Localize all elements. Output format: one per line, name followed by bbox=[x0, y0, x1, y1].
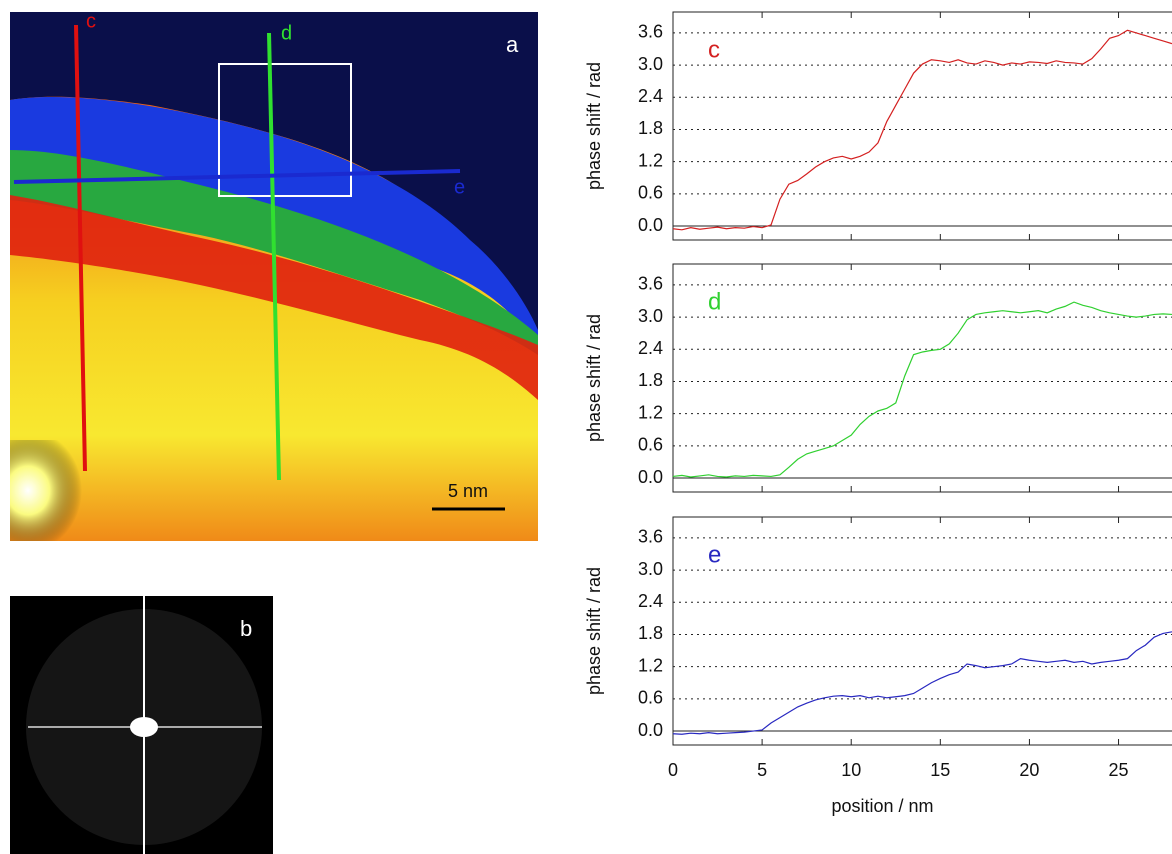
fft-image bbox=[10, 596, 273, 854]
panel-label: b bbox=[240, 616, 252, 641]
y-tick-label: 2.4 bbox=[638, 338, 663, 358]
y-tick-label: 3.0 bbox=[638, 559, 663, 579]
y-tick-label: 0.6 bbox=[638, 183, 663, 203]
scale-bar-label: 5 nm bbox=[448, 481, 488, 501]
y-tick-label: 3.6 bbox=[638, 22, 663, 42]
panel-label: a bbox=[506, 32, 519, 57]
y-tick-label: 1.8 bbox=[638, 118, 663, 138]
y-tick-label: 2.4 bbox=[638, 591, 663, 611]
y-tick-label: 1.8 bbox=[638, 370, 663, 390]
y-tick-label: 3.0 bbox=[638, 306, 663, 326]
y-axis-label: phase shift / rad bbox=[584, 314, 604, 442]
x-tick-label: 10 bbox=[841, 760, 861, 780]
data-line bbox=[672, 301, 1172, 478]
y-tick-label: 0.0 bbox=[638, 215, 663, 235]
y-tick-label: 1.2 bbox=[638, 402, 663, 422]
panel-label: d bbox=[708, 288, 721, 315]
y-tick-label: 0.6 bbox=[638, 688, 663, 708]
y-tick-label: 3.0 bbox=[638, 54, 663, 74]
y-tick-label: 1.8 bbox=[638, 623, 663, 643]
x-axis-label: position / nm bbox=[831, 796, 933, 816]
y-tick-label: 0.0 bbox=[638, 467, 663, 487]
y-tick-label: 1.2 bbox=[638, 655, 663, 675]
plot-frame bbox=[672, 516, 1172, 746]
y-tick-label: 1.2 bbox=[638, 150, 663, 170]
y-axis-label: phase shift / rad bbox=[584, 62, 604, 190]
line-label: e bbox=[454, 176, 465, 198]
panel-label: e bbox=[708, 541, 721, 568]
y-tick-label: 0.6 bbox=[638, 435, 663, 455]
x-tick-label: 0 bbox=[668, 760, 678, 780]
y-tick-label: 0.0 bbox=[638, 720, 663, 740]
y-tick-label: 2.4 bbox=[638, 86, 663, 106]
data-line bbox=[672, 29, 1172, 231]
panel-label: c bbox=[708, 36, 720, 63]
y-tick-label: 3.6 bbox=[638, 274, 663, 294]
plot-frame bbox=[672, 263, 1172, 493]
y-axis-label: phase shift / rad bbox=[584, 567, 604, 695]
line-label: c bbox=[86, 10, 96, 32]
x-tick-label: 25 bbox=[1109, 760, 1129, 780]
x-tick-label: 15 bbox=[930, 760, 950, 780]
data-line bbox=[672, 631, 1172, 735]
phase-image bbox=[10, 12, 538, 541]
plot-frame bbox=[672, 11, 1172, 241]
x-tick-label: 5 bbox=[757, 760, 767, 780]
line-label: d bbox=[281, 22, 292, 44]
y-tick-label: 3.6 bbox=[638, 527, 663, 547]
x-tick-label: 20 bbox=[1019, 760, 1039, 780]
